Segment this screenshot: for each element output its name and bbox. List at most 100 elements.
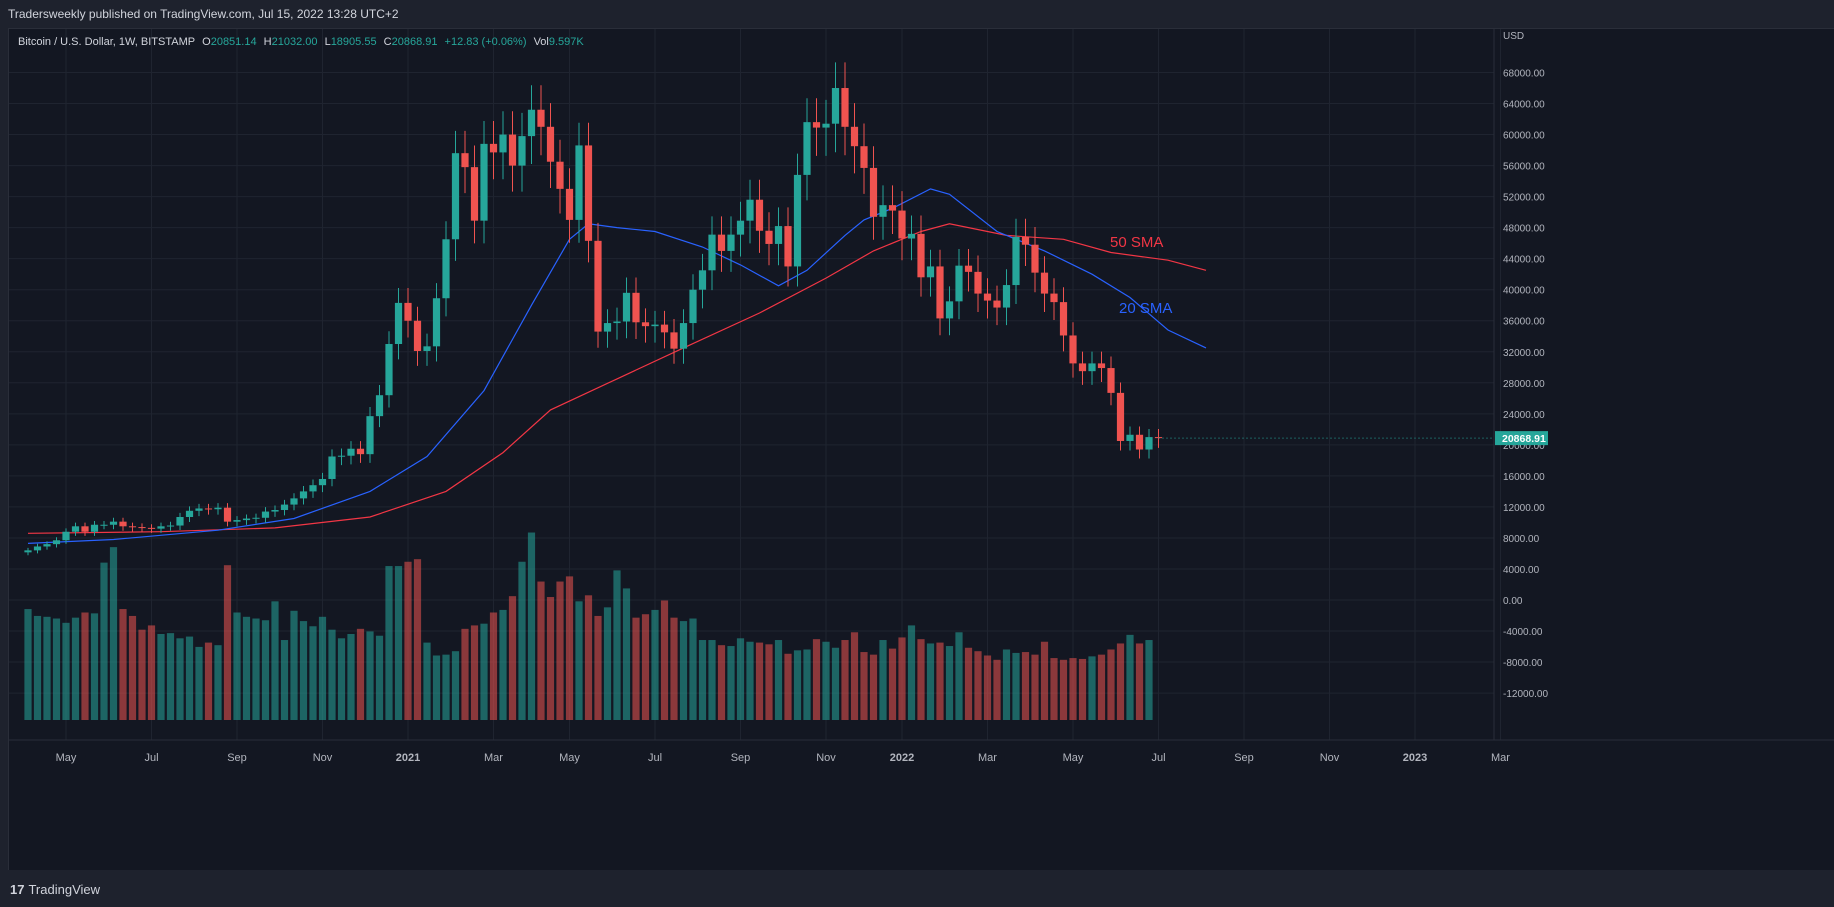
candle-body	[233, 520, 241, 522]
candle-body	[299, 491, 308, 499]
volume-bar	[793, 650, 802, 720]
price-tick-label: 32000.00	[1503, 348, 1545, 359]
volume-bar	[717, 645, 726, 720]
candle-body	[774, 226, 783, 244]
volume-bar	[964, 647, 973, 720]
volume-bar	[1012, 652, 1020, 720]
published-caption: Tradersweekly published on TradingView.c…	[8, 7, 399, 21]
candle-body	[822, 123, 830, 128]
low-label: L	[324, 36, 331, 48]
candle-body	[1154, 437, 1163, 439]
volume-bar	[214, 645, 222, 720]
volume-bar	[926, 643, 935, 720]
volume-bar	[33, 615, 42, 720]
candle-body	[1059, 302, 1068, 336]
volume-bar	[1069, 658, 1077, 720]
candle-body	[223, 507, 232, 522]
price-tick-label: 12000.00	[1503, 503, 1545, 514]
open-label: O	[202, 36, 211, 48]
volume-bar	[774, 640, 783, 720]
volume-bar	[708, 640, 716, 720]
candle-body	[755, 199, 764, 231]
volume-bar	[413, 559, 422, 720]
volume-bar	[252, 618, 260, 720]
candle-body	[1069, 335, 1077, 364]
candle-body	[1078, 363, 1087, 372]
volume-bar	[698, 640, 707, 720]
volume-bar	[518, 561, 526, 720]
price-tick-label: -4000.00	[1503, 627, 1543, 638]
candle-body	[1145, 437, 1153, 450]
candle-body	[271, 510, 279, 512]
volume-bar	[736, 638, 745, 720]
candle-body	[442, 239, 450, 299]
chart-area[interactable]	[8, 28, 1834, 871]
volume-bar	[204, 642, 213, 720]
candle-body	[717, 234, 726, 251]
candle-body	[499, 134, 507, 153]
volume-bar	[955, 632, 963, 720]
candle-body	[166, 525, 175, 527]
candle-body	[318, 478, 327, 486]
volume-bar	[1116, 643, 1125, 720]
volume-bar	[869, 654, 878, 720]
candle-body	[926, 266, 935, 278]
candle-body	[385, 344, 393, 396]
volume-bar	[1126, 634, 1134, 720]
volume-bar	[850, 632, 859, 720]
volume-value: 9.597K	[548, 36, 584, 48]
volume-bar	[945, 646, 954, 720]
candle-body	[470, 167, 479, 221]
candle-body	[147, 527, 156, 529]
candle-body	[537, 109, 545, 127]
volume-bar	[299, 621, 308, 720]
candle-body	[157, 526, 165, 529]
tradingview-logo[interactable]: 17 TradingView	[10, 882, 100, 897]
price-tick-label: 20000.00	[1503, 441, 1545, 452]
volume-bar	[1097, 654, 1106, 720]
volume-bar	[242, 616, 251, 720]
candle-body	[508, 134, 517, 166]
sma20-line	[27, 188, 1207, 544]
candle-body	[641, 322, 650, 327]
time-tick-label: Jul	[144, 752, 158, 764]
time-tick-label: May	[1063, 752, 1084, 764]
candle-body	[204, 508, 213, 510]
volume-bar	[993, 659, 1001, 720]
sma20-annotation: 20 SMA	[1119, 300, 1172, 317]
volume-bar	[318, 616, 327, 720]
volume-bar	[309, 626, 317, 720]
candle-body	[632, 292, 640, 323]
volume-bar	[1145, 640, 1153, 720]
change-value: +12.83 (+0.06%)	[444, 36, 527, 48]
candle-body	[356, 448, 365, 455]
volume-bar	[337, 638, 346, 720]
candle-body	[841, 88, 849, 127]
time-tick-label: Jul	[1151, 752, 1165, 764]
candle-body	[33, 546, 42, 551]
candle-body	[43, 544, 51, 547]
candle-body	[280, 504, 289, 511]
volume-bar	[1135, 643, 1144, 720]
price-tick-label: -8000.00	[1503, 658, 1543, 669]
candle-body	[613, 321, 621, 324]
volume-bar	[898, 637, 906, 720]
time-tick-label: Mar	[978, 752, 997, 764]
candle-body	[290, 498, 298, 505]
volume-bar	[356, 628, 365, 720]
candle-body	[1021, 236, 1030, 245]
candle-body	[575, 145, 583, 220]
volume-bar	[1050, 658, 1058, 720]
volume-bar	[1002, 649, 1011, 720]
volume-bar	[404, 561, 412, 720]
candle-body	[765, 230, 773, 244]
volume-bar	[755, 642, 764, 720]
time-tick-label: Nov	[816, 752, 836, 764]
price-tick-label: 68000.00	[1503, 69, 1545, 80]
candle-body	[793, 174, 802, 267]
time-tick-label: 2022	[890, 752, 914, 764]
volume-bar	[860, 652, 868, 720]
candle-body	[860, 146, 868, 168]
time-tick-label: 2023	[1403, 752, 1427, 764]
